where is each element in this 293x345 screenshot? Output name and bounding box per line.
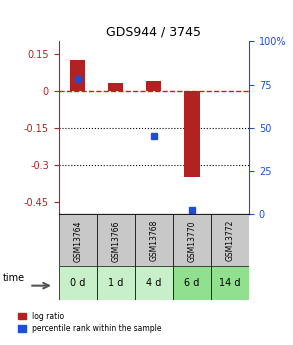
Bar (59, 214, 97, 266)
Bar (211, 266, 249, 300)
Text: GSM13764: GSM13764 (73, 220, 82, 262)
Text: 1 d: 1 d (108, 278, 123, 288)
Text: 14 d: 14 d (219, 278, 241, 288)
Bar (146, 81, 161, 91)
Text: 0 d: 0 d (70, 278, 85, 288)
Bar (173, 266, 211, 300)
Text: GSM13766: GSM13766 (111, 220, 120, 262)
Text: 4 d: 4 d (146, 278, 161, 288)
Bar (173, 214, 211, 266)
Text: GSM13768: GSM13768 (149, 220, 158, 262)
Text: GSM13772: GSM13772 (226, 220, 234, 262)
Bar (70, 60, 85, 91)
Legend: log ratio, percentile rank within the sample: log ratio, percentile rank within the sa… (18, 312, 162, 334)
Title: GDS944 / 3745: GDS944 / 3745 (106, 26, 201, 39)
Bar (97, 266, 135, 300)
Bar (211, 214, 249, 266)
Text: time: time (3, 273, 25, 283)
Bar (135, 214, 173, 266)
Bar (97, 214, 135, 266)
Text: GSM13770: GSM13770 (188, 220, 196, 262)
Bar (108, 83, 123, 91)
Bar (184, 91, 200, 177)
Bar (59, 266, 97, 300)
Text: 6 d: 6 d (184, 278, 200, 288)
Bar (135, 266, 173, 300)
